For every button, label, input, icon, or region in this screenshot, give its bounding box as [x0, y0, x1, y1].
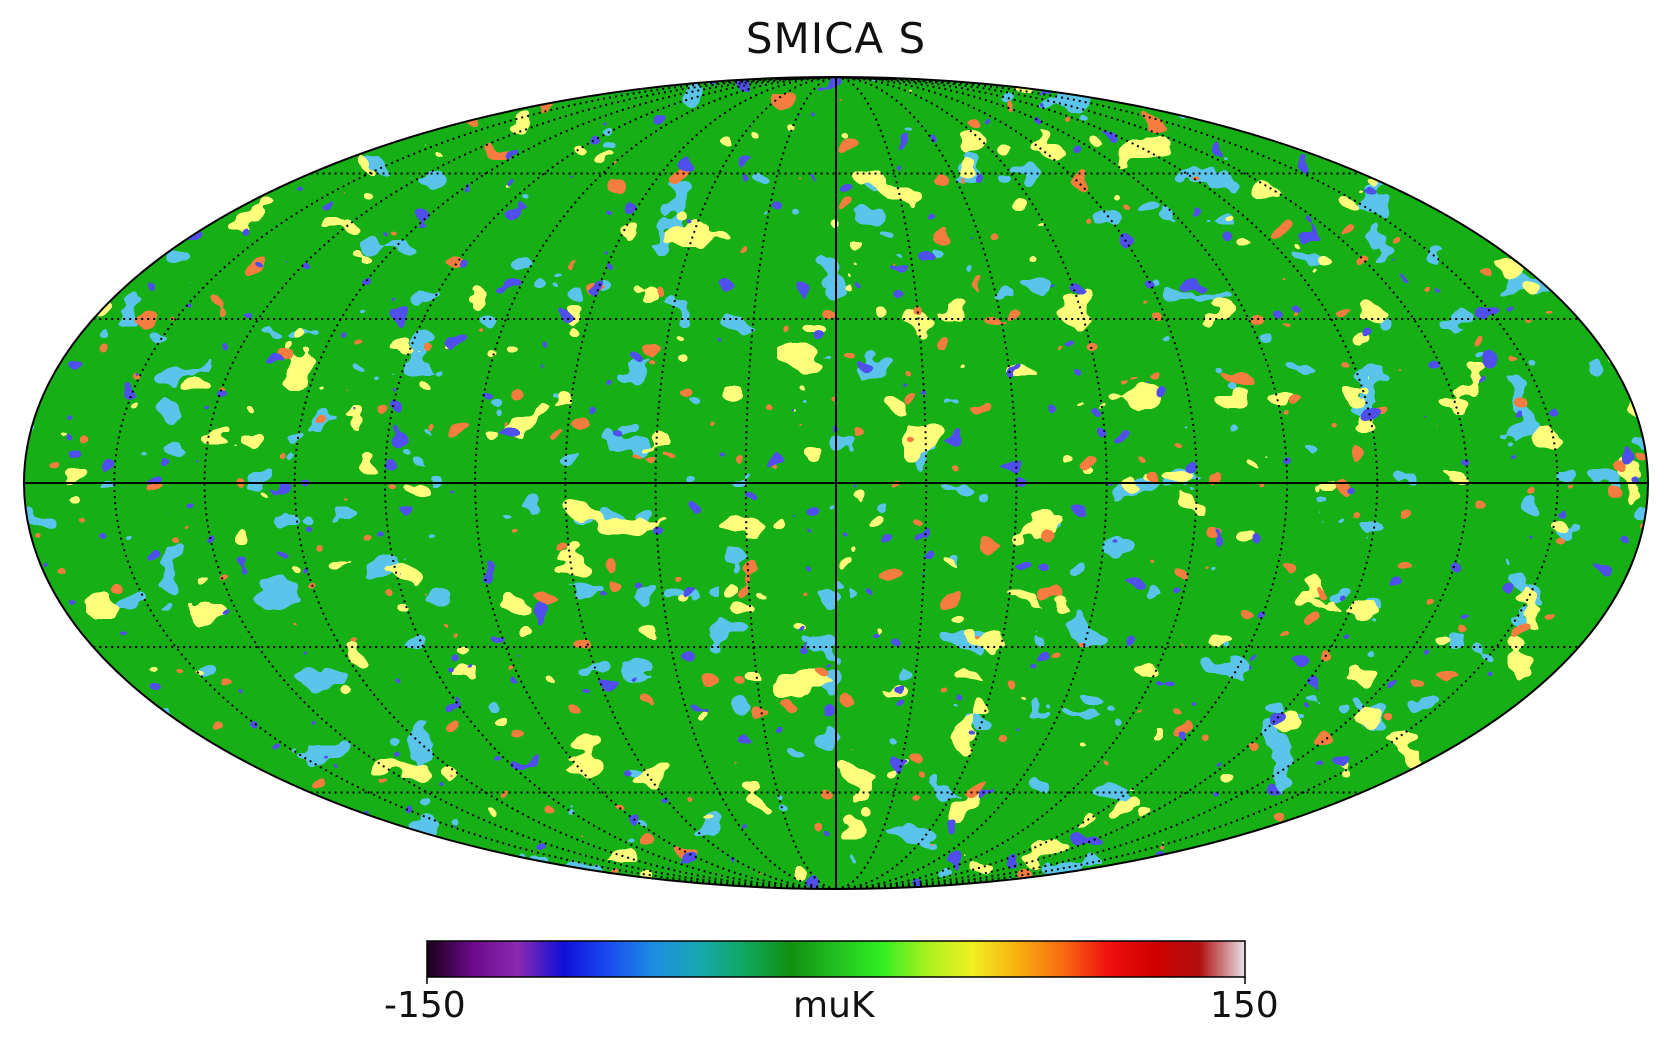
map-title: SMICA S — [745, 14, 927, 63]
graticule-meridian — [203, 77, 837, 889]
graticule-meridian — [835, 77, 1469, 889]
map-outline — [23, 76, 1649, 890]
graticule — [93, 77, 1579, 889]
graticule-meridian — [835, 77, 1198, 889]
colorbar-min-label: -150 — [384, 985, 466, 1026]
colorbar-max-label: 150 — [1210, 985, 1279, 1026]
colorbar-unit-label: muK — [793, 985, 875, 1026]
colorbar — [426, 940, 1246, 978]
graticule-meridian — [835, 77, 1559, 889]
graticule-meridian — [113, 77, 837, 889]
graticule-meridian — [474, 77, 837, 889]
